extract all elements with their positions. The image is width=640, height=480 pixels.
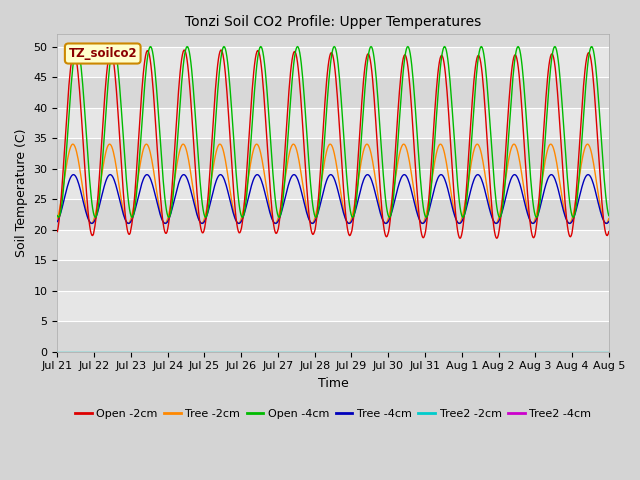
Bar	[58, 47, 609, 77]
Bar	[58, 260, 609, 290]
Title: Tonzi Soil CO2 Profile: Upper Temperatures: Tonzi Soil CO2 Profile: Upper Temperatur…	[185, 15, 481, 29]
X-axis label: Time: Time	[317, 377, 349, 390]
Y-axis label: Soil Temperature (C): Soil Temperature (C)	[15, 129, 28, 257]
Bar	[58, 168, 609, 199]
Bar	[58, 229, 609, 260]
Bar	[58, 290, 609, 321]
Bar	[58, 138, 609, 168]
Bar	[58, 108, 609, 138]
Bar	[58, 199, 609, 229]
Text: TZ_soilco2: TZ_soilco2	[68, 47, 137, 60]
Legend: Open -2cm, Tree -2cm, Open -4cm, Tree -4cm, Tree2 -2cm, Tree2 -4cm: Open -2cm, Tree -2cm, Open -4cm, Tree -4…	[70, 405, 596, 423]
Bar	[58, 77, 609, 108]
Bar	[58, 321, 609, 351]
